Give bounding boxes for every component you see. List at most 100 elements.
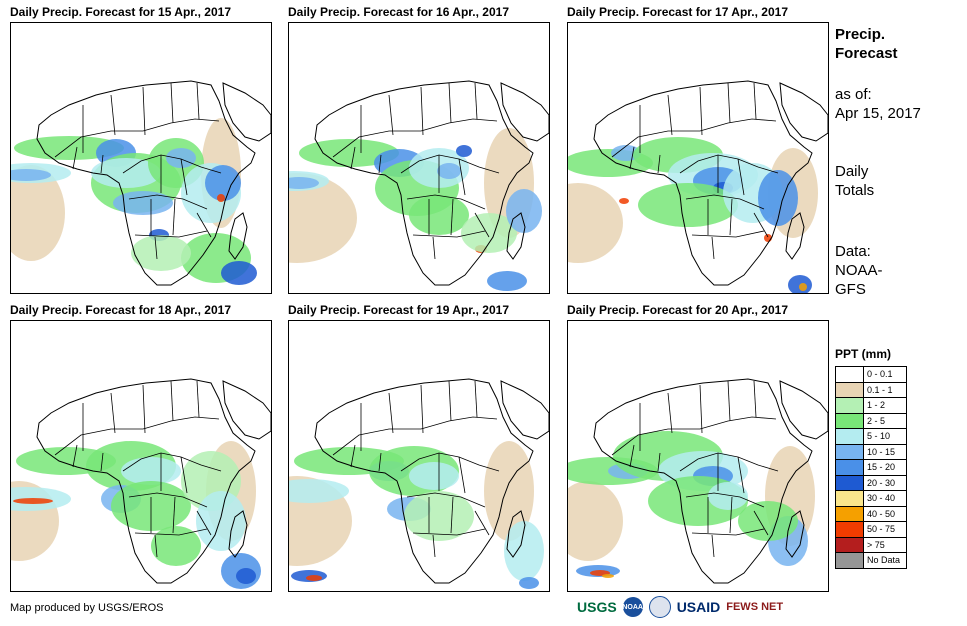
africa-map-graphic bbox=[289, 80, 549, 291]
coastline bbox=[228, 212, 248, 260]
precip-area bbox=[758, 170, 798, 226]
country-border bbox=[100, 154, 104, 174]
coastline bbox=[314, 80, 534, 286]
precip-area bbox=[11, 165, 65, 261]
precip-area bbox=[13, 498, 53, 504]
country-border bbox=[196, 510, 212, 536]
precip-area bbox=[196, 491, 246, 551]
country-border bbox=[450, 496, 454, 534]
fewsnet-logo: FEWS NET bbox=[726, 601, 784, 613]
country-border bbox=[400, 452, 500, 472]
totals-line2: Totals bbox=[835, 182, 875, 199]
country-border bbox=[122, 154, 222, 174]
coastline bbox=[785, 510, 805, 558]
legend: PPT (mm) 0 - 0.1 0.1 - 1 1 - 2 2 - 5 5 - 10 1… bbox=[835, 347, 907, 569]
country-border bbox=[691, 528, 765, 536]
legend-label: 40 - 50 bbox=[867, 508, 896, 519]
precip-area bbox=[568, 183, 623, 263]
precip-area bbox=[289, 479, 349, 503]
legend-label: 1 - 2 bbox=[867, 400, 886, 411]
coastline bbox=[779, 380, 828, 440]
country-border bbox=[474, 380, 478, 418]
legend-swatch bbox=[836, 506, 864, 521]
country-border bbox=[753, 380, 757, 418]
legend-label: 0 - 0.1 bbox=[867, 369, 893, 380]
precip-areas bbox=[11, 118, 257, 285]
country-border bbox=[699, 384, 703, 434]
precip-area bbox=[708, 482, 748, 510]
precip-area bbox=[568, 481, 623, 561]
country-border bbox=[54, 118, 220, 158]
precip-area bbox=[113, 191, 173, 215]
precip-area bbox=[299, 139, 399, 167]
heading-line1: Precip. bbox=[835, 26, 886, 43]
country-border bbox=[128, 194, 208, 210]
data-line1: Data: bbox=[835, 243, 871, 260]
legend-row: 50 - 75 bbox=[836, 522, 906, 538]
country-border bbox=[350, 146, 356, 170]
africa-map-graphic bbox=[568, 378, 828, 584]
country-border bbox=[400, 154, 500, 174]
country-border bbox=[412, 528, 486, 536]
heading-line2: Forecast bbox=[835, 45, 898, 62]
country-border bbox=[72, 146, 78, 170]
country-border bbox=[458, 456, 466, 494]
country-border bbox=[110, 94, 116, 136]
precip-area bbox=[289, 173, 357, 263]
coastline bbox=[314, 378, 534, 584]
country-border bbox=[196, 212, 212, 238]
forecast-panel: Daily Precip. Forecast for 19 Apr., 2017 bbox=[288, 303, 550, 592]
country-border bbox=[611, 416, 777, 456]
legend-swatch bbox=[836, 367, 864, 382]
legend-label: 2 - 5 bbox=[867, 415, 886, 426]
country-border bbox=[142, 86, 146, 136]
country-border bbox=[685, 492, 765, 508]
legend-row: 15 - 20 bbox=[836, 460, 906, 476]
legend-title: PPT (mm) bbox=[835, 347, 892, 361]
precip-area bbox=[91, 158, 161, 188]
country-border bbox=[629, 146, 635, 170]
country-border bbox=[727, 380, 731, 422]
africa-map-graphic bbox=[289, 378, 549, 589]
coastline bbox=[506, 510, 526, 558]
precip-area bbox=[11, 169, 51, 181]
legend-label: 15 - 20 bbox=[867, 462, 896, 473]
precip-area bbox=[638, 183, 738, 227]
precip-area bbox=[131, 235, 191, 271]
asof-date: Apr 15, 2017 bbox=[835, 105, 921, 122]
country-border bbox=[432, 236, 436, 260]
country-border bbox=[122, 452, 222, 472]
precip-area bbox=[788, 275, 812, 293]
country-border bbox=[729, 198, 733, 236]
legend-label: 0.1 - 1 bbox=[867, 384, 893, 395]
coastline bbox=[222, 82, 271, 142]
seal-logo bbox=[648, 596, 671, 618]
legend-row: 0.1 - 1 bbox=[836, 382, 906, 398]
legend-swatch bbox=[836, 429, 864, 444]
country-border bbox=[388, 392, 394, 434]
precip-area bbox=[236, 568, 256, 584]
panel-title: Daily Precip. Forecast for 15 Apr., 2017 bbox=[10, 5, 231, 19]
legend-swatch bbox=[836, 382, 864, 397]
legend-swatch bbox=[836, 491, 864, 506]
country-border bbox=[458, 158, 466, 196]
forecast-panel: Daily Precip. Forecast for 15 Apr., 2017 bbox=[10, 5, 272, 294]
credit-text: Map produced by USGS/EROS bbox=[10, 602, 164, 614]
legend-label: 20 - 30 bbox=[867, 477, 896, 488]
country-border bbox=[448, 380, 452, 422]
precip-area bbox=[506, 189, 542, 233]
country-border bbox=[110, 392, 116, 434]
country-border bbox=[412, 230, 486, 238]
legend-row: 2 - 5 bbox=[836, 413, 906, 429]
precip-area bbox=[799, 283, 807, 291]
country-border bbox=[474, 82, 478, 120]
precip-area bbox=[437, 163, 461, 179]
country-border bbox=[134, 528, 208, 536]
country-border bbox=[657, 154, 661, 174]
coastline bbox=[36, 378, 256, 584]
precip-areas bbox=[568, 137, 818, 293]
precip-area bbox=[504, 521, 544, 581]
coastline bbox=[228, 510, 248, 558]
africa-map-graphic bbox=[568, 80, 828, 293]
forecast-panel: Daily Precip. Forecast for 18 Apr., 2017 bbox=[10, 303, 272, 592]
